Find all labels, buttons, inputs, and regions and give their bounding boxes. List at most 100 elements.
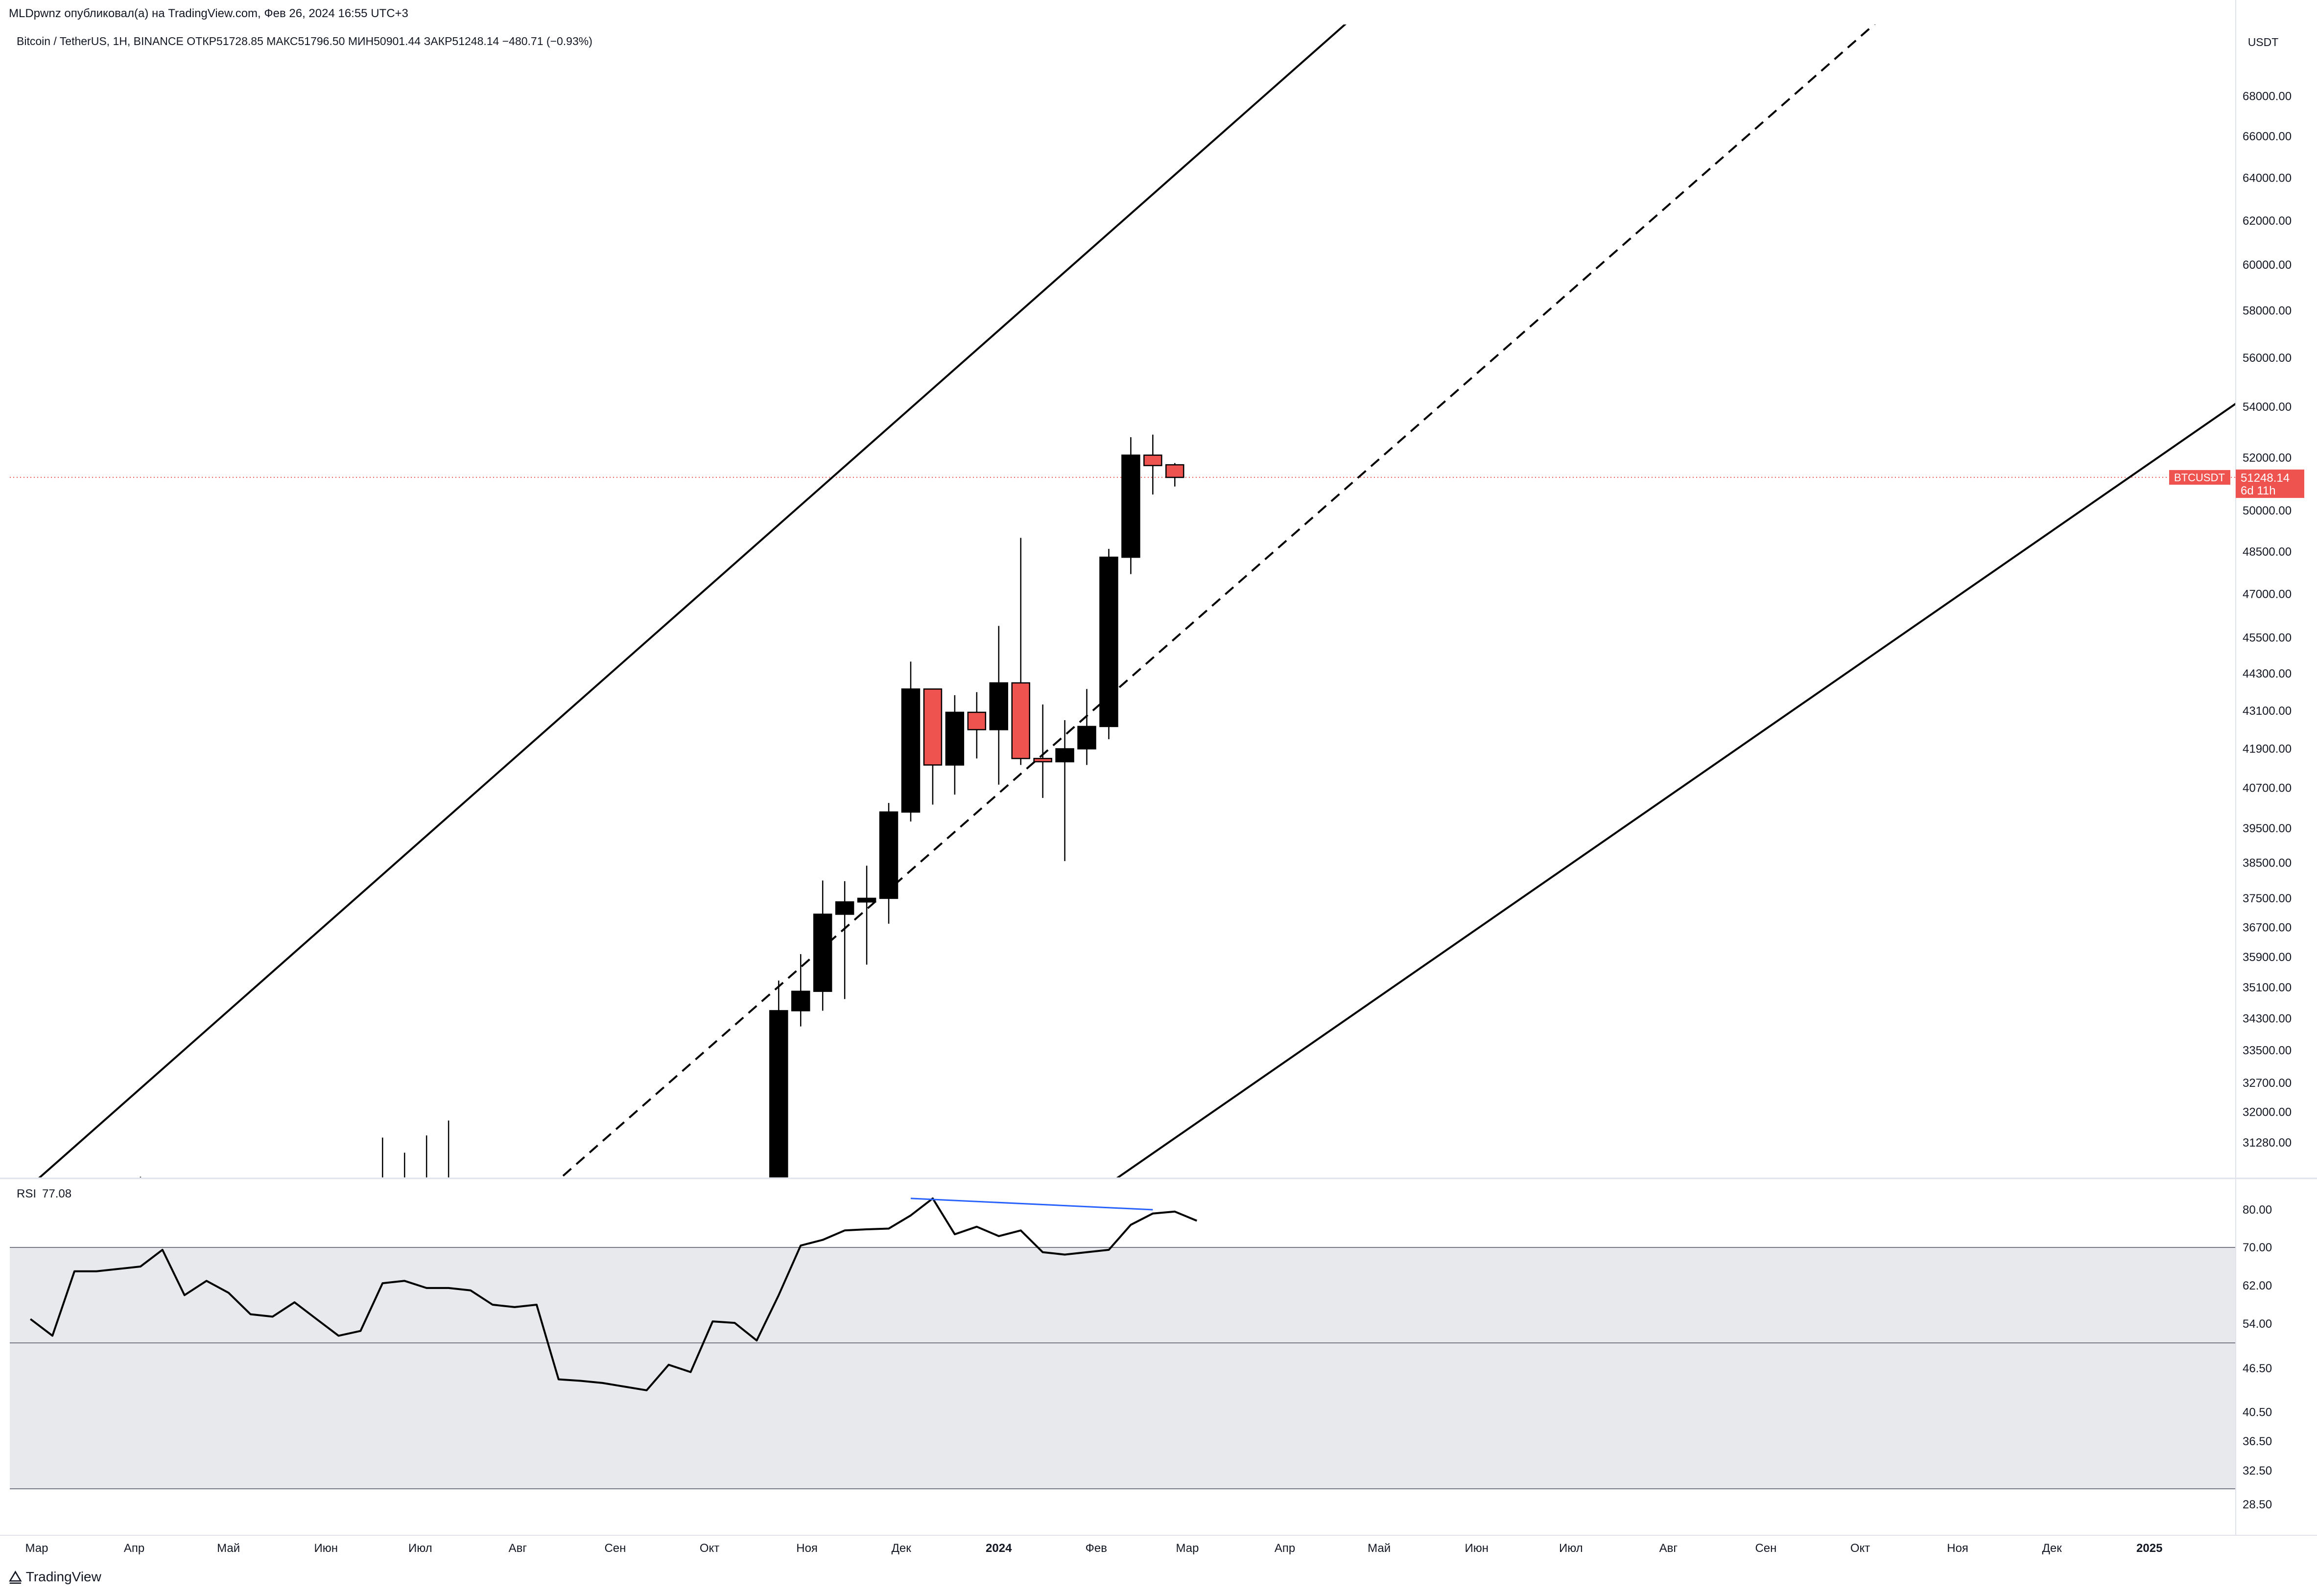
rsi-tick-label: 46.50 — [2243, 1362, 2272, 1375]
price-tick-label: 32000.00 — [2243, 1106, 2292, 1119]
time-tick-label: 2024 — [986, 1542, 1012, 1555]
price-tick-label: 45500.00 — [2243, 632, 2292, 645]
price-tick-label: 62000.00 — [2243, 214, 2292, 228]
price-tick-label: 66000.00 — [2243, 130, 2292, 143]
tradingview-brand: TradingView — [25, 1569, 101, 1584]
candle-body[interactable] — [857, 897, 876, 903]
channel-median-line[interactable] — [537, 0, 2231, 1199]
price-tick-label: 34300.00 — [2243, 1012, 2292, 1025]
price-tick-label: 50000.00 — [2243, 504, 2292, 517]
price-tick-label: 31280.00 — [2243, 1136, 2292, 1150]
price-tick-label: 35900.00 — [2243, 951, 2292, 964]
candles-group — [140, 434, 1184, 1203]
time-tick-label: Авг — [1659, 1542, 1678, 1555]
candle-body[interactable] — [945, 711, 965, 766]
rsi-tick-label: 54.00 — [2243, 1317, 2272, 1331]
price-tick-label: 39500.00 — [2243, 822, 2292, 835]
price-tick-label: 58000.00 — [2243, 304, 2292, 317]
rsi-tick-label: 32.50 — [2243, 1464, 2272, 1478]
rsi-value: 77.08 — [42, 1187, 71, 1200]
candle-body[interactable] — [1143, 454, 1162, 467]
rsi-tick-label: 28.50 — [2243, 1498, 2272, 1511]
rsi-tick-label: 80.00 — [2243, 1203, 2272, 1217]
tradingview-footer[interactable]: ⧋ TradingView — [9, 1569, 101, 1585]
last-price-value: 51248.14 — [2241, 471, 2290, 485]
price-tick-label: 43100.00 — [2243, 704, 2292, 718]
candle-body[interactable] — [1077, 726, 1096, 750]
rsi-title: RSI — [17, 1187, 36, 1200]
price-tick-label: 41900.00 — [2243, 743, 2292, 756]
time-tick-label: Авг — [509, 1542, 527, 1555]
time-tick-label: Апр — [124, 1542, 144, 1555]
candle-body[interactable] — [923, 688, 943, 766]
price-tick-label: 44300.00 — [2243, 667, 2292, 681]
rsi-tick-label: 40.50 — [2243, 1406, 2272, 1419]
time-tick-label: Дек — [2042, 1542, 2062, 1555]
time-tick-label: Июл — [408, 1542, 432, 1555]
price-tick-label: 37500.00 — [2243, 892, 2292, 905]
tradingview-logo-icon: ⧋ — [9, 1569, 22, 1585]
price-tick-label: 47000.00 — [2243, 587, 2292, 601]
candle-body[interactable] — [1099, 556, 1118, 728]
candle-body[interactable] — [791, 990, 810, 1011]
candle-body[interactable] — [967, 711, 987, 730]
time-tick-label: Июн — [314, 1542, 338, 1555]
price-tick-label: 68000.00 — [2243, 90, 2292, 103]
channel-group — [30, 0, 2317, 1199]
time-tick-label: Окт — [700, 1542, 719, 1555]
price-tick-label: 64000.00 — [2243, 171, 2292, 185]
rsi-pane[interactable]: RSI 77.08 — [10, 1187, 2236, 1489]
price-tick-label: 35100.00 — [2243, 981, 2292, 994]
price-axis-unit: USDT — [2248, 36, 2279, 48]
price-tick-label: 32700.00 — [2243, 1077, 2292, 1090]
time-tick-label: Сен — [1755, 1542, 1776, 1555]
symbol-info-line: Bitcoin / TetherUS, 1H, BINANCE ОТКР5172… — [17, 35, 592, 47]
time-tick-label: Дек — [892, 1542, 912, 1555]
bar-countdown: 6d 11h — [2241, 484, 2276, 497]
candle-body[interactable] — [1055, 748, 1074, 763]
publisher-line: MLDpwnz опубликовал(а) на TradingView.co… — [9, 7, 408, 20]
time-tick-label: Апр — [1275, 1542, 1295, 1555]
price-tick-label: 36700.00 — [2243, 921, 2292, 934]
candle-body[interactable] — [1165, 464, 1184, 478]
time-tick-label: Ноя — [796, 1542, 818, 1555]
candle-body[interactable] — [1011, 682, 1030, 759]
rsi-tick-label: 62.00 — [2243, 1279, 2272, 1292]
time-tick-label: Окт — [1850, 1542, 1870, 1555]
time-tick-label: Сен — [604, 1542, 626, 1555]
axes: USDT 68000.00 66000.00 64000.00 62000.00 6000… — [0, 0, 2317, 1555]
price-tick-label: 33500.00 — [2243, 1044, 2292, 1057]
candle-body[interactable] — [769, 1010, 788, 1203]
candle-body[interactable] — [879, 811, 898, 899]
candle-body[interactable] — [813, 914, 832, 992]
rsi-tick-label: 36.50 — [2243, 1435, 2272, 1448]
candle-body[interactable] — [901, 688, 921, 813]
price-tick-label: 60000.00 — [2243, 258, 2292, 272]
price-tick-label: 48500.00 — [2243, 545, 2292, 559]
time-tick-label: Мар — [1176, 1542, 1199, 1555]
price-pane[interactable] — [10, 0, 2317, 1221]
price-tick-label: 52000.00 — [2243, 451, 2292, 465]
time-tick-label: Фев — [1086, 1542, 1107, 1555]
price-tick-label: 40700.00 — [2243, 781, 2292, 795]
candle-body[interactable] — [1033, 758, 1052, 763]
channel-boundary-line[interactable] — [1087, 346, 2317, 1199]
last-price-tag[interactable] — [2236, 469, 2304, 498]
time-tick-label: Май — [1368, 1542, 1391, 1555]
rsi-line[interactable] — [29, 1197, 1198, 1391]
time-tick-label: Июл — [1559, 1542, 1583, 1555]
price-tick-label: 56000.00 — [2243, 352, 2292, 365]
divergence-line[interactable] — [910, 1197, 1153, 1211]
symbol-tag[interactable] — [2169, 470, 2230, 485]
candle-body[interactable] — [835, 901, 854, 915]
channel-boundary-line[interactable] — [30, 0, 1725, 1186]
symbol-tag-label: BTCUSDT — [2174, 471, 2225, 484]
candle-body[interactable] — [989, 682, 1009, 730]
rsi-tick-label: 70.00 — [2243, 1241, 2272, 1254]
rsi-band-fill — [10, 1247, 2236, 1489]
time-tick-label: Июн — [1465, 1542, 1489, 1555]
candle-body[interactable] — [1121, 454, 1140, 558]
price-tick-label: 38500.00 — [2243, 856, 2292, 869]
time-tick-label: Ноя — [1947, 1542, 1968, 1555]
